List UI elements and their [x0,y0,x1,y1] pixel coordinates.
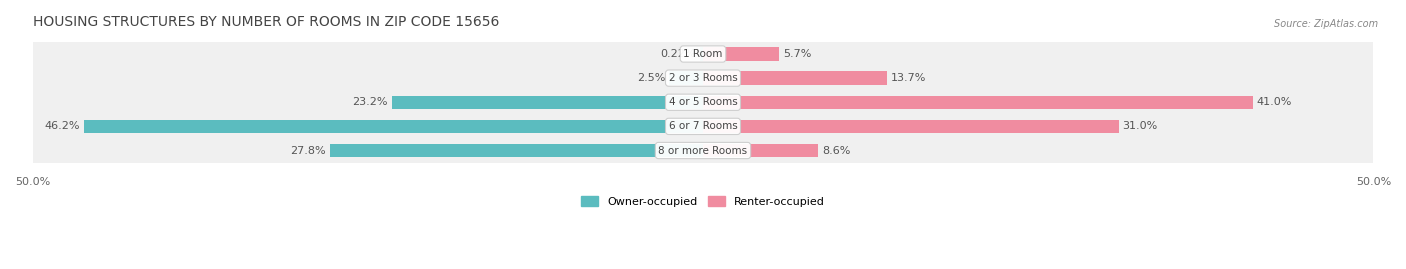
Text: 4 or 5 Rooms: 4 or 5 Rooms [669,97,737,107]
Bar [703,120,1119,133]
Bar [703,47,779,61]
Bar [392,95,703,109]
Text: 41.0%: 41.0% [1257,97,1292,107]
Text: 2.5%: 2.5% [637,73,665,83]
Bar [32,66,1374,90]
Bar [703,72,887,85]
Text: 5.7%: 5.7% [783,49,811,59]
Text: 31.0%: 31.0% [1122,121,1159,131]
Text: 8 or more Rooms: 8 or more Rooms [658,146,748,155]
Bar [83,120,703,133]
Bar [669,72,703,85]
Text: 46.2%: 46.2% [44,121,80,131]
Bar [700,47,703,61]
Text: HOUSING STRUCTURES BY NUMBER OF ROOMS IN ZIP CODE 15656: HOUSING STRUCTURES BY NUMBER OF ROOMS IN… [32,15,499,29]
Text: 1 Room: 1 Room [683,49,723,59]
Bar [32,42,1374,66]
Bar [32,114,1374,139]
Text: 8.6%: 8.6% [823,146,851,155]
Bar [32,139,1374,162]
Bar [703,95,1253,109]
Text: 2 or 3 Rooms: 2 or 3 Rooms [669,73,737,83]
Legend: Owner-occupied, Renter-occupied: Owner-occupied, Renter-occupied [576,192,830,211]
Text: 13.7%: 13.7% [891,73,927,83]
Text: 0.22%: 0.22% [661,49,696,59]
Text: Source: ZipAtlas.com: Source: ZipAtlas.com [1274,19,1378,29]
Text: 6 or 7 Rooms: 6 or 7 Rooms [669,121,737,131]
Bar [330,144,703,157]
Bar [32,90,1374,114]
Bar [703,144,818,157]
Text: 27.8%: 27.8% [291,146,326,155]
Text: 23.2%: 23.2% [353,97,388,107]
